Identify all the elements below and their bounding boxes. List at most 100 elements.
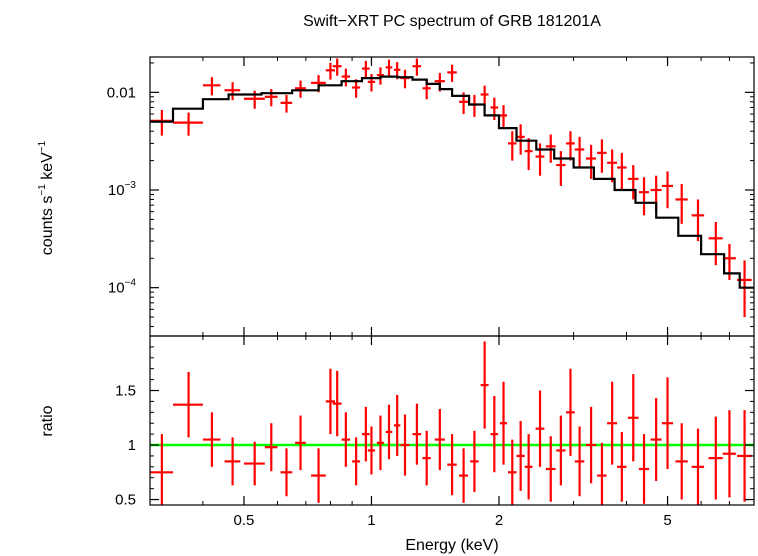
- data-point: [434, 409, 445, 471]
- ratio-panel-frame: [149, 335, 755, 506]
- data-point: [480, 341, 489, 429]
- data-point: [376, 415, 384, 471]
- data-point: [556, 151, 566, 186]
- data-point: [311, 448, 326, 503]
- x-tick-label: 5: [663, 512, 671, 529]
- spectrum-panel-frame: [149, 56, 755, 337]
- data-point: [264, 423, 278, 472]
- data-point: [499, 105, 508, 130]
- spectrum-panel: 0.01 10−3 10−4 counts s−1 keV−1: [37, 56, 755, 337]
- data-point: [661, 171, 673, 209]
- y-tick-label: 0.01: [107, 84, 136, 101]
- data-point: [722, 410, 736, 498]
- data-point: [490, 97, 499, 121]
- data-point: [499, 381, 508, 465]
- x-axis-label: Energy (keV): [405, 537, 498, 554]
- data-point: [400, 414, 410, 476]
- y-tick-label: 10−4: [108, 278, 137, 297]
- y-tick-label: 1.5: [115, 383, 136, 400]
- data-point: [447, 64, 457, 82]
- data-point: [566, 131, 575, 161]
- data-point: [447, 434, 457, 496]
- x-tick-label: 2: [495, 512, 503, 529]
- data-point: [385, 59, 393, 77]
- data-point: [341, 412, 351, 467]
- data-point: [422, 430, 431, 486]
- data-point: [691, 199, 705, 242]
- data-point: [362, 406, 370, 462]
- data-point: [264, 89, 278, 107]
- ratio-data: [150, 341, 754, 505]
- data-point: [173, 112, 203, 136]
- ratio-y-axis-label: ratio: [39, 405, 56, 436]
- data-point: [412, 403, 422, 465]
- y-tick-label: 1: [128, 437, 136, 454]
- data-point: [586, 406, 597, 484]
- data-point: [675, 184, 688, 224]
- data-point: [617, 431, 627, 502]
- data-point: [224, 437, 241, 486]
- data-point: [507, 439, 517, 505]
- spectrum-data: [150, 58, 754, 318]
- data-point: [393, 394, 401, 456]
- data-point: [243, 441, 265, 486]
- data-point: [675, 423, 688, 500]
- data-point: [524, 138, 533, 171]
- data-point: [470, 94, 479, 117]
- data-point: [470, 430, 479, 492]
- data-point: [362, 60, 370, 79]
- data-point: [202, 77, 221, 96]
- data-point: [708, 416, 723, 500]
- data-point: [352, 79, 361, 98]
- data-point: [173, 371, 203, 438]
- model-step-line: [150, 75, 754, 289]
- data-point: [566, 368, 575, 456]
- data-point: [367, 426, 376, 475]
- data-point: [295, 415, 306, 471]
- data-point: [556, 415, 566, 486]
- data-point: [545, 436, 556, 502]
- data-point: [412, 58, 422, 76]
- data-point: [507, 131, 517, 161]
- data-point: [341, 68, 351, 87]
- ratio-x-ticks: 0.5 1 2 5: [149, 336, 755, 529]
- data-point: [650, 398, 662, 482]
- data-point: [480, 85, 489, 106]
- data-point: [516, 124, 525, 155]
- data-point: [535, 390, 545, 467]
- data-point: [617, 152, 627, 190]
- data-point: [638, 434, 649, 504]
- y-tick-label: 0.5: [115, 492, 136, 509]
- data-point: [586, 144, 597, 179]
- data-point: [691, 428, 705, 505]
- data-point: [280, 448, 293, 497]
- ratio-panel: 0.5 1 1.5 0.5 1 2 5 ratio: [39, 335, 755, 529]
- data-point: [202, 412, 221, 467]
- data-point: [385, 404, 393, 460]
- spectrum-y-axis-label: counts s−1 keV−1: [37, 140, 56, 255]
- data-point: [295, 80, 306, 98]
- ratio-y-ticks: 0.5 1 1.5: [115, 346, 754, 509]
- data-point: [490, 395, 499, 473]
- data-point: [367, 74, 376, 92]
- data-point: [524, 434, 533, 500]
- data-point: [332, 370, 342, 437]
- y-tick-label: 10−3: [108, 180, 137, 199]
- data-point: [737, 410, 752, 502]
- data-point: [597, 139, 607, 173]
- data-point: [516, 421, 525, 491]
- spectrum-y-ticks: 0.01 10−3 10−4: [107, 62, 754, 328]
- chart-title: Swift−XRT PC spectrum of GRB 181201A: [303, 13, 601, 30]
- data-point: [352, 437, 361, 486]
- x-tick-label: 0.5: [234, 512, 255, 529]
- data-point: [627, 374, 639, 462]
- data-point: [325, 62, 335, 80]
- data-point: [597, 442, 607, 505]
- data-point: [280, 94, 293, 113]
- data-point: [607, 149, 618, 183]
- data-point: [638, 177, 649, 216]
- data-point: [459, 448, 469, 503]
- data-point: [574, 426, 585, 497]
- data-point: [661, 377, 673, 470]
